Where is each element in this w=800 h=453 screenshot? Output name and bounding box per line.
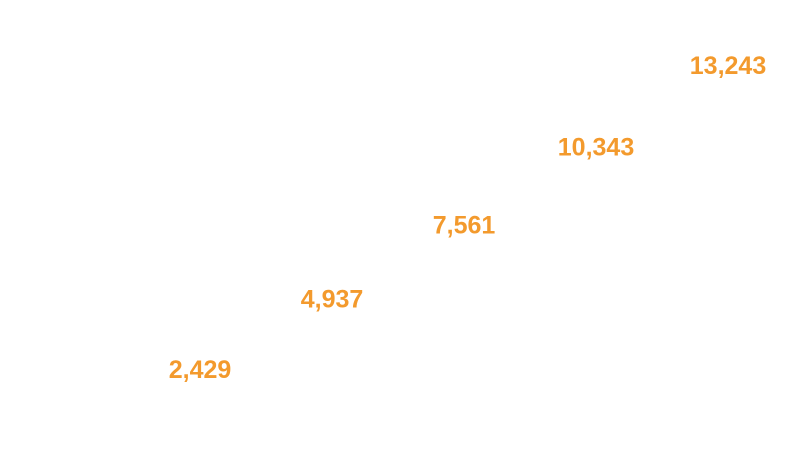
data-labels: 2,429 4,937 7,561 10,343 13,243 [169, 52, 767, 384]
data-label-2: 4,937 [301, 285, 364, 313]
data-label-1: 2,429 [169, 356, 232, 384]
data-label-3: 7,561 [433, 212, 496, 240]
data-label-4: 10,343 [558, 134, 634, 162]
data-label-5: 13,243 [690, 52, 766, 80]
